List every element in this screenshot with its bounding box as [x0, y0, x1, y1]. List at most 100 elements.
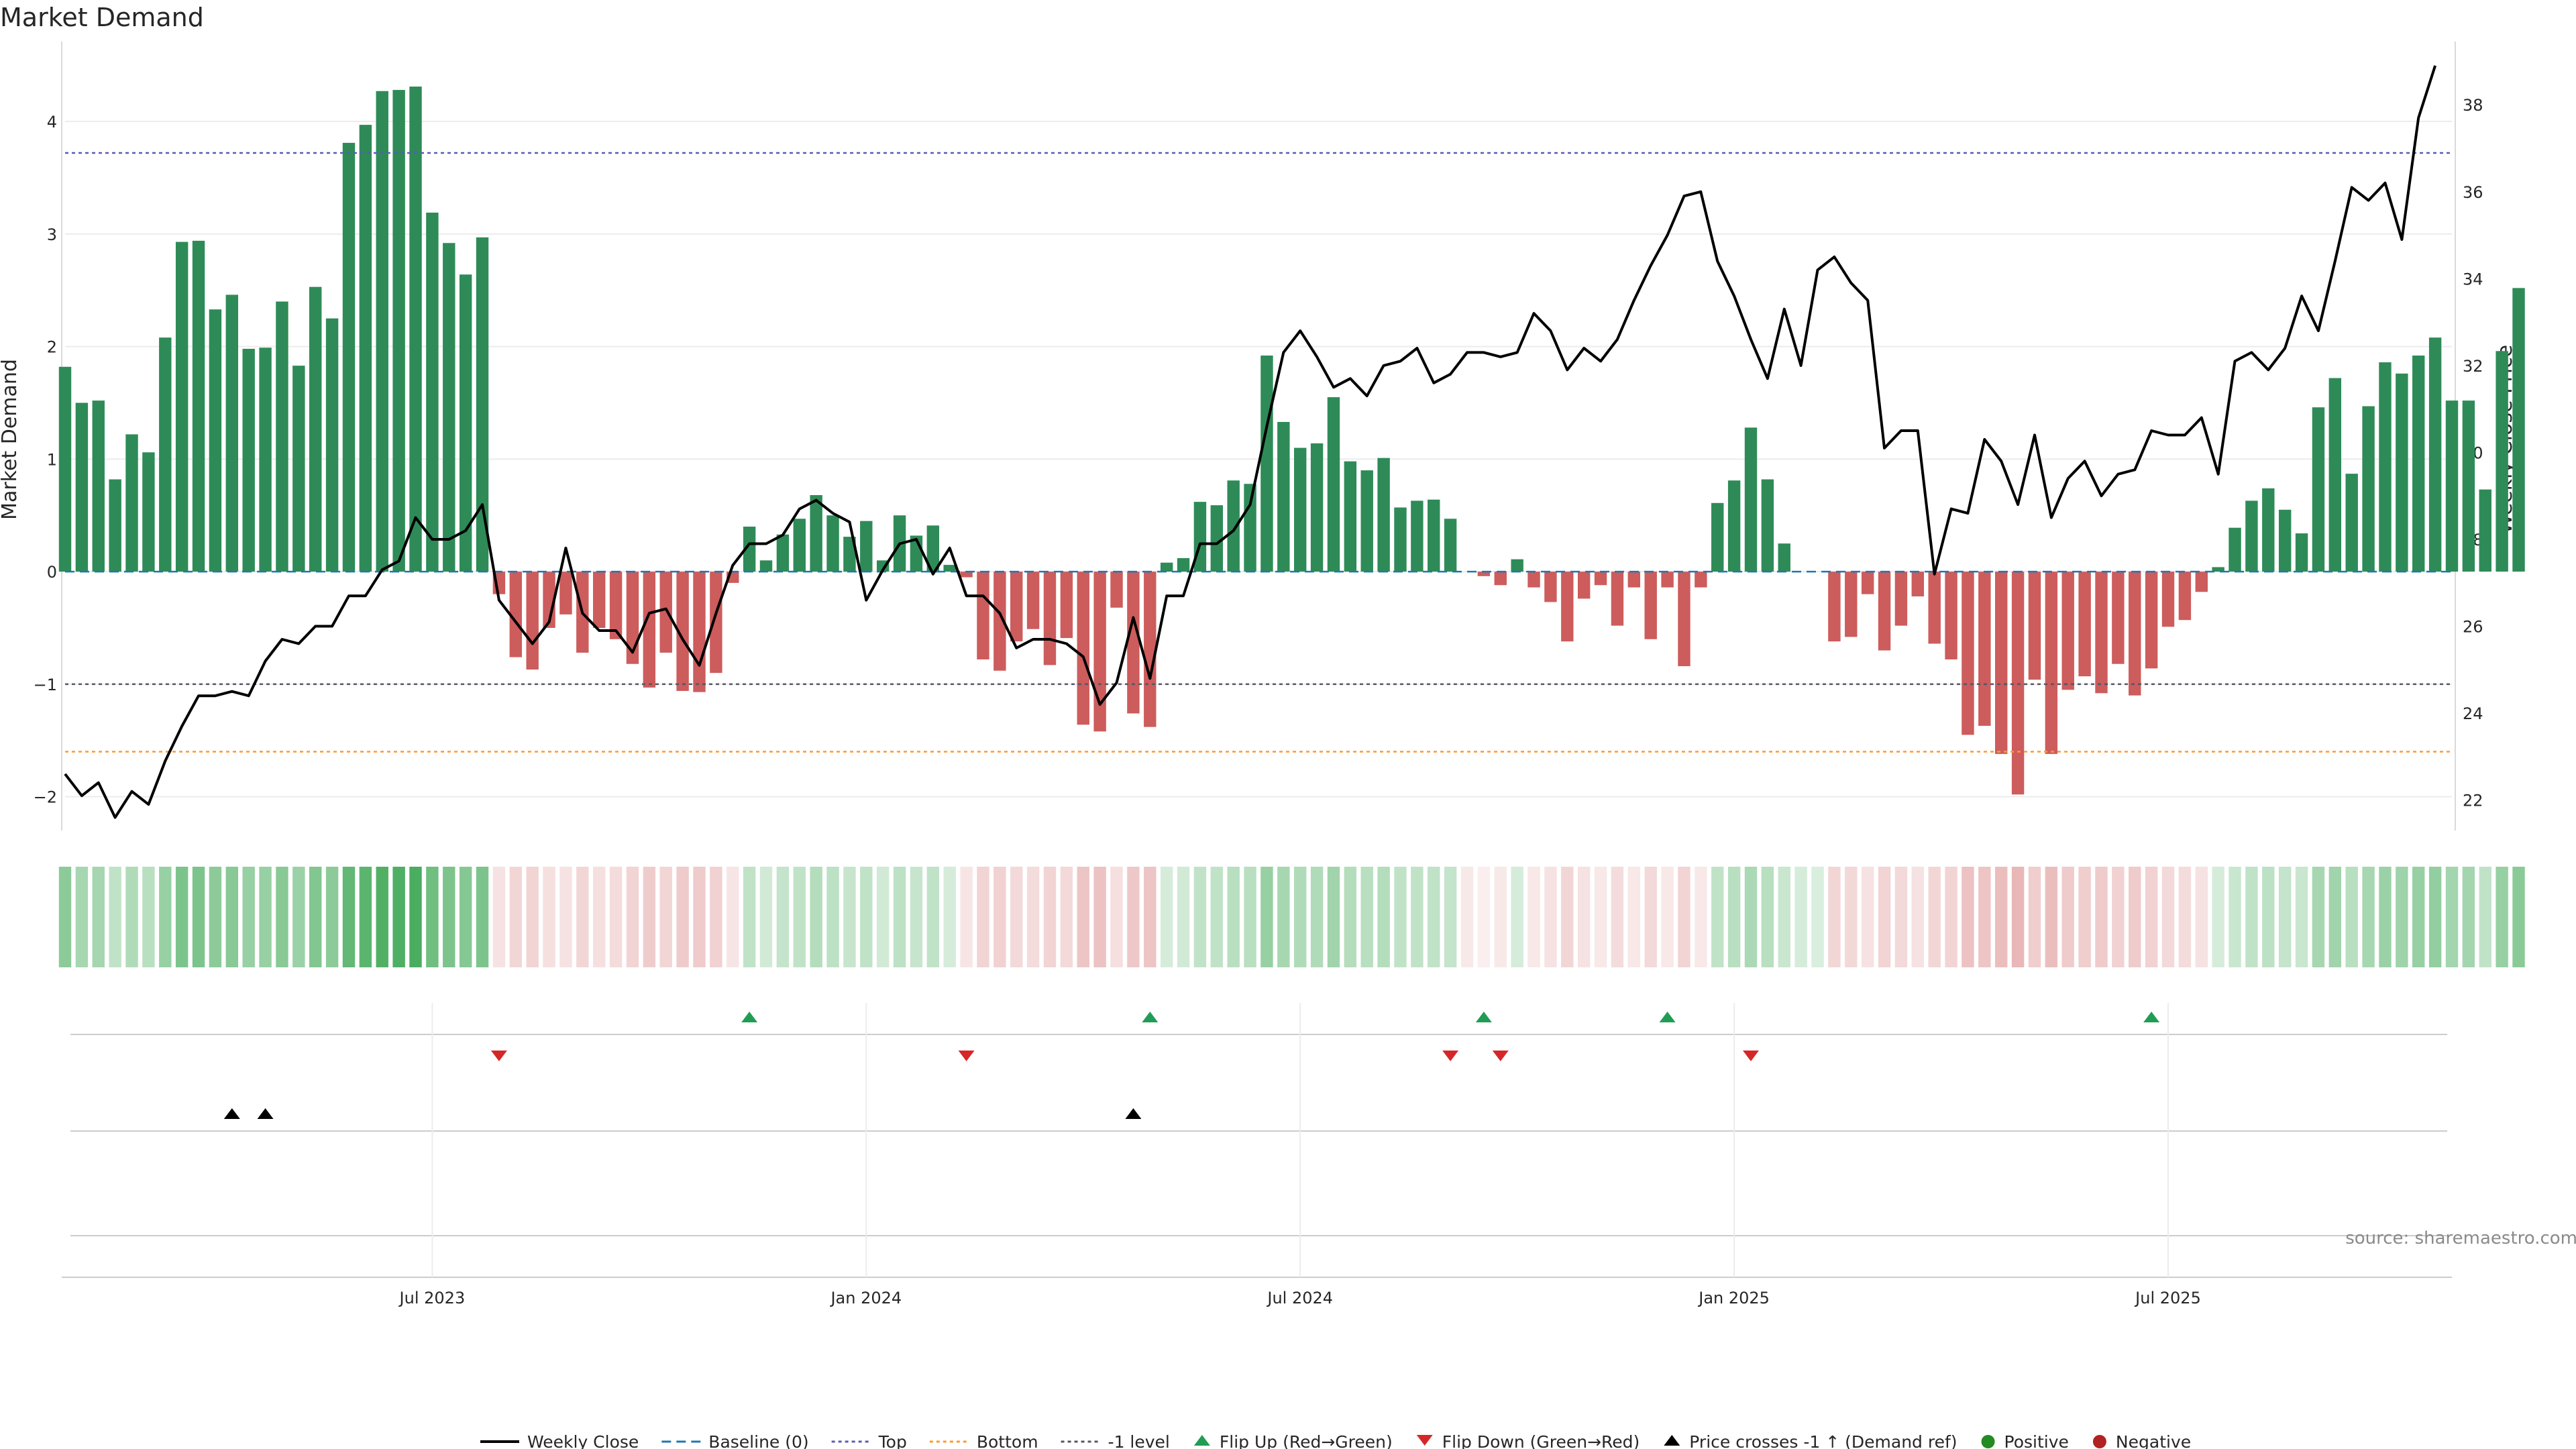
demand-bar-negative: [676, 572, 689, 691]
heatmap-cell: [1093, 867, 1106, 967]
heatmap-cell: [1110, 867, 1123, 967]
demand-bar-negative: [1995, 572, 2008, 754]
heatmap-cell: [1894, 867, 1908, 967]
heatmap-cell: [659, 867, 672, 967]
demand-bar-negative: [1561, 572, 1574, 642]
heatmap-cell: [1577, 867, 1591, 967]
demand-bar-negative: [559, 572, 572, 614]
heatmap-cell: [926, 867, 940, 967]
demand-bar-positive: [1727, 480, 1741, 572]
weekly-close-line: [64, 65, 2437, 819]
flip-down-marker: [958, 1051, 975, 1061]
heatmap-cell: [1778, 867, 1790, 967]
demand-bar-negative: [1962, 572, 1974, 735]
demand-bar-negative: [1577, 572, 1591, 599]
legend-label: Negative: [2116, 1432, 2191, 1449]
demand-bar-positive: [125, 434, 138, 572]
demand-bar-negative: [977, 572, 989, 659]
heatmap-cell: [1344, 867, 1357, 967]
heatmap-cell: [2129, 867, 2141, 967]
heatmap-cell: [1978, 867, 1991, 967]
demand-bar-positive: [759, 560, 773, 572]
heatmap-cell: [276, 867, 288, 967]
heatmap-cell: [359, 867, 372, 967]
chart-title: Market Demand: [0, 3, 204, 32]
demand-bar-negative: [2061, 572, 2074, 690]
demand-bar-positive: [2479, 489, 2491, 572]
heatmap-cell: [2145, 867, 2158, 967]
heatmap-cell: [1310, 867, 1324, 967]
demand-bar-negative: [609, 572, 623, 639]
x-tick-label: Jul 2025: [2134, 1289, 2201, 1307]
demand-bar-negative: [2112, 572, 2125, 664]
demand-bar-positive: [1310, 443, 1324, 572]
heatmap-cell: [1661, 867, 1674, 967]
heatmap-cell: [426, 867, 439, 967]
heatmap-cell: [1444, 867, 1457, 967]
demand-bar-negative: [1828, 572, 1841, 642]
demand-bar-negative: [1928, 572, 1941, 644]
heatmap-cell: [609, 867, 623, 967]
heatmap-cell: [626, 867, 639, 967]
heatmap-cell: [1544, 867, 1557, 967]
heatmap-cell: [1845, 867, 1858, 967]
flip-down-marker: [1442, 1051, 1459, 1061]
demand-bar-negative: [1611, 572, 1624, 626]
heatmap-cell: [1861, 867, 1874, 967]
y2-tick-label: 22: [2463, 792, 2483, 810]
demand-bar-positive: [743, 527, 756, 572]
demand-bar-positive: [342, 142, 356, 572]
y-tick-label: −2: [34, 788, 57, 807]
demand-bar-negative: [626, 572, 639, 664]
heatmap-cell: [1611, 867, 1624, 967]
flip-up-marker: [1475, 1012, 1492, 1022]
demand-bar-positive: [2262, 488, 2275, 572]
heatmap-cell: [1360, 867, 1373, 967]
demand-bar-negative: [2195, 572, 2208, 592]
demand-bar-negative: [2145, 572, 2158, 669]
heatmap-cell: [2278, 867, 2292, 967]
y-tick-label: 2: [47, 338, 57, 357]
heatmap-cell: [2061, 867, 2074, 967]
demand-bar-positive: [2445, 400, 2459, 572]
demand-bar-positive: [1260, 356, 1273, 572]
heatmap-cell: [2212, 867, 2224, 967]
demand-bar-positive: [2512, 288, 2525, 572]
flip-down-marker: [1742, 1051, 1759, 1061]
demand-bar-positive: [376, 91, 388, 572]
heatmap-cell: [960, 867, 973, 967]
demand-bar-positive: [793, 519, 806, 572]
demand-bar-positive: [1327, 397, 1340, 572]
heatmap-cell: [1193, 867, 1207, 967]
heatmap-cell: [994, 867, 1006, 967]
flip-up-marker: [1659, 1012, 1676, 1022]
demand-bar-positive: [58, 366, 72, 572]
flip-up-marker: [1142, 1012, 1159, 1022]
heatmap-cell: [1527, 867, 1540, 967]
heatmap-cell: [977, 867, 989, 967]
heatmap-cell: [476, 867, 489, 967]
legend-label: Baseline (0): [708, 1432, 808, 1449]
demand-bar-negative: [2045, 572, 2058, 754]
heatmap-cell: [1644, 867, 1657, 967]
heatmap-cell: [1962, 867, 1974, 967]
heatmap-cell: [2428, 867, 2442, 967]
demand-bar-positive: [1227, 480, 1240, 572]
demand-bar-positive: [2229, 527, 2241, 572]
heatmap-cell: [1327, 867, 1340, 967]
demand-bar-positive: [1344, 461, 1357, 572]
demand-bar-negative: [1978, 572, 1991, 726]
heatmap-cell: [2295, 867, 2308, 967]
legend-label: Flip Down (Green→Red): [1442, 1432, 1640, 1449]
demand-bar-positive: [2428, 337, 2442, 572]
heatmap-cell: [592, 867, 606, 967]
heatmap-cell: [509, 867, 522, 967]
demand-bar-positive: [276, 301, 288, 572]
heatmap-cell: [309, 867, 322, 967]
heatmap-cell: [1377, 867, 1390, 967]
y2-tick-label: 24: [2463, 704, 2483, 723]
demand-bar-positive: [1778, 543, 1790, 572]
heatmap-cell: [2379, 867, 2392, 967]
demand-bar-positive: [109, 479, 121, 572]
legend-swatch: [1416, 1435, 1433, 1446]
